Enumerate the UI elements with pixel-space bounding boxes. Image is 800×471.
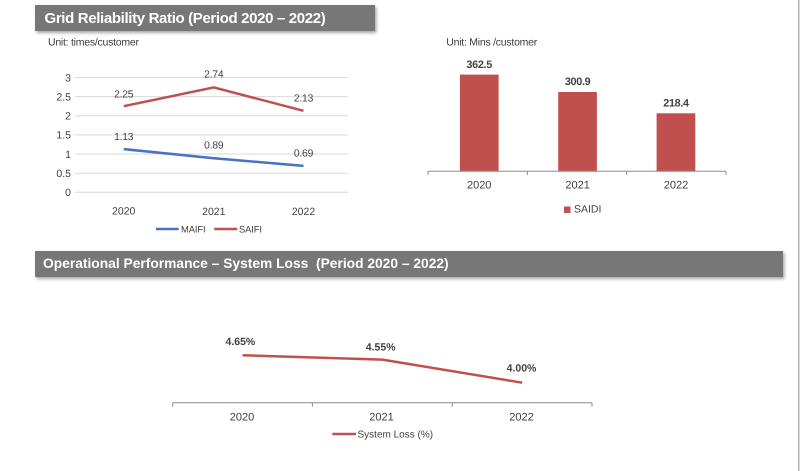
svg-text:4.00%: 4.00% [507, 362, 537, 374]
svg-text:2021: 2021 [202, 206, 226, 218]
svg-text:2.5: 2.5 [56, 91, 71, 103]
svg-text:2020: 2020 [467, 180, 491, 192]
svg-text:0.89: 0.89 [204, 141, 224, 152]
svg-text:0.69: 0.69 [294, 149, 314, 160]
svg-text:0.5: 0.5 [56, 168, 71, 180]
svg-text:System Loss (%): System Loss (%) [358, 430, 434, 441]
svg-text:3: 3 [65, 72, 71, 84]
svg-text:2021: 2021 [565, 180, 589, 192]
svg-text:2.74: 2.74 [204, 70, 224, 81]
svg-text:4.55%: 4.55% [366, 341, 396, 353]
svg-text:1: 1 [65, 149, 71, 161]
svg-text:2020: 2020 [112, 206, 136, 218]
svg-text:0: 0 [65, 187, 71, 199]
svg-text:2021: 2021 [369, 412, 393, 424]
svg-text:2.25: 2.25 [114, 90, 134, 101]
svg-text:2.13: 2.13 [294, 93, 314, 104]
svg-text:362.5: 362.5 [466, 59, 492, 71]
svg-text:2022: 2022 [509, 412, 533, 424]
svg-text:Unit: times/customer: Unit: times/customer [48, 37, 139, 49]
svg-text:1.5: 1.5 [56, 130, 71, 142]
svg-text:2020: 2020 [230, 412, 254, 424]
svg-text:MAIFI: MAIFI [181, 224, 206, 235]
svg-text:4.65%: 4.65% [226, 336, 256, 348]
svg-text:218.4: 218.4 [663, 98, 689, 110]
svg-text:300.9: 300.9 [565, 76, 591, 88]
svg-text:1.13: 1.13 [114, 132, 134, 143]
svg-text:Unit: Mins /customer: Unit: Mins /customer [446, 37, 537, 49]
svg-text:2: 2 [65, 111, 71, 123]
svg-text:SAIFI: SAIFI [239, 224, 262, 235]
svg-text:SAIDI: SAIDI [574, 204, 601, 216]
svg-text:2022: 2022 [664, 180, 688, 192]
svg-text:2022: 2022 [292, 206, 316, 218]
